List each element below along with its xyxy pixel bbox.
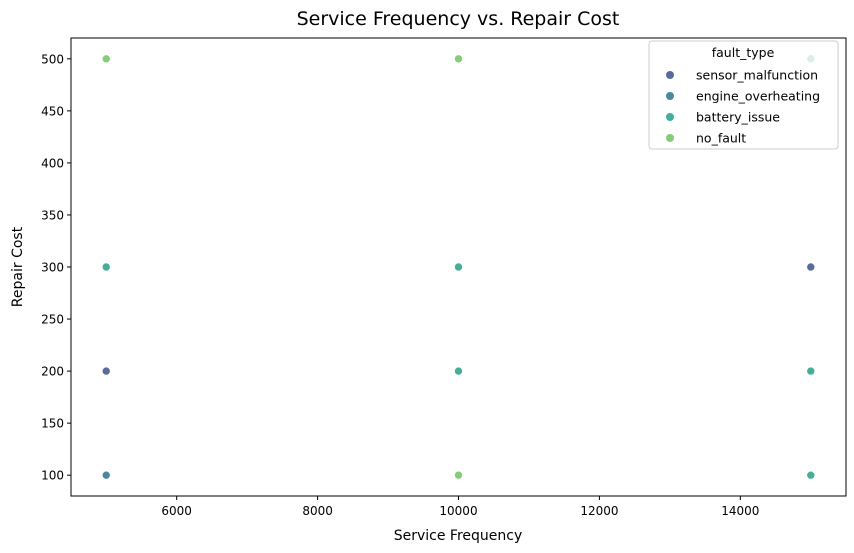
x-axis-label: Service Frequency <box>394 528 523 544</box>
legend-title: fault_type <box>712 45 775 60</box>
y-tick-label: 250 <box>41 313 64 327</box>
y-axis: 100 150 200 250 300 350 400 450 500 <box>41 52 71 483</box>
x-tick-label: 10000 <box>439 504 477 518</box>
data-point-battery_issue <box>101 262 111 272</box>
x-tick-label: 6000 <box>161 504 192 518</box>
data-point-battery_issue <box>806 470 816 480</box>
data-point-battery_issue <box>454 262 463 272</box>
legend-label: no_fault <box>696 131 746 146</box>
y-tick-label: 450 <box>41 104 64 118</box>
legend-marker <box>666 113 674 121</box>
data-point-battery_issue <box>454 366 463 376</box>
legend-label: sensor_malfunction <box>696 68 818 83</box>
x-tick-label: 12000 <box>580 504 618 518</box>
y-tick-label: 300 <box>41 261 64 275</box>
y-tick-label: 400 <box>41 156 64 170</box>
data-point-sensor_malfunction <box>806 262 816 272</box>
y-tick-label: 200 <box>41 365 64 379</box>
legend: fault_type sensor_malfunction engine_over… <box>648 40 839 150</box>
y-tick-label: 150 <box>41 417 64 431</box>
data-point-no_fault <box>454 470 463 480</box>
legend-label: engine_overheating <box>696 89 820 104</box>
data-point-no_fault <box>101 54 111 64</box>
y-axis-label: Repair Cost <box>10 226 26 307</box>
legend-marker <box>666 134 674 142</box>
legend-marker <box>666 92 674 100</box>
x-axis: 6000 8000 10000 12000 14000 <box>161 496 759 518</box>
legend-label: battery_issue <box>696 110 780 125</box>
data-point-engine_overheating <box>101 470 111 480</box>
data-point-no_fault <box>454 54 463 64</box>
x-tick-label: 8000 <box>302 504 333 518</box>
y-tick-label: 500 <box>41 52 64 66</box>
y-tick-label: 100 <box>41 469 64 483</box>
x-tick-label: 14000 <box>721 504 759 518</box>
y-tick-label: 350 <box>41 208 64 222</box>
data-point-battery_issue <box>806 366 816 376</box>
legend-box <box>648 40 839 150</box>
data-point-sensor_malfunction <box>101 366 111 376</box>
chart-title: Service Frequency vs. Repair Cost <box>297 8 620 30</box>
legend-marker <box>666 71 674 79</box>
